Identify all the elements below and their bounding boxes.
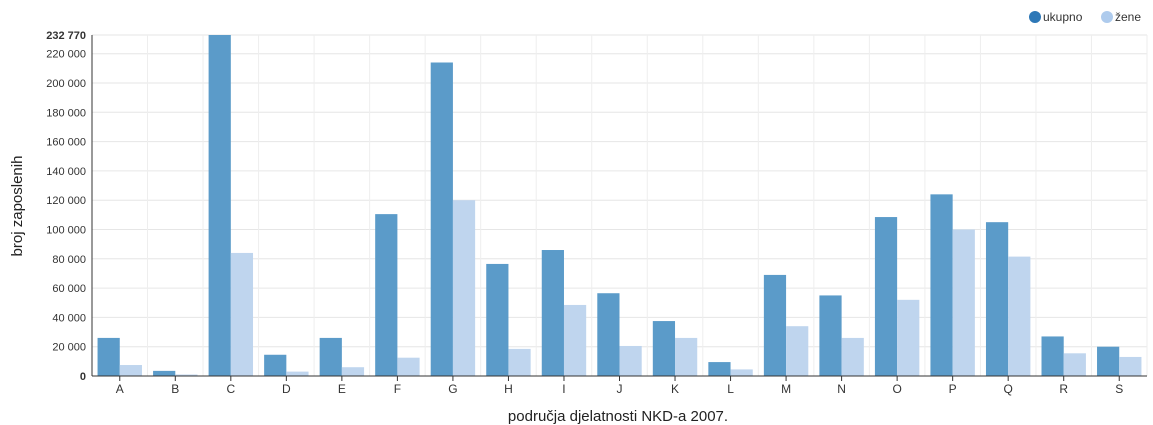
- bar-ukupno-S: [1097, 346, 1120, 376]
- bar-žene-P: [952, 229, 975, 376]
- bar-ukupno-B: [153, 370, 176, 376]
- y-axis-title: broj zaposlenih: [9, 156, 26, 257]
- y-tick-label: 220 000: [46, 49, 86, 61]
- y-tick-label: 180 000: [46, 107, 86, 119]
- x-tick-label: F: [394, 382, 401, 396]
- x-tick-label: K: [671, 382, 679, 396]
- bar-ukupno-F: [375, 214, 398, 376]
- bar-ukupno-E: [319, 337, 342, 376]
- x-tick-label: O: [892, 382, 901, 396]
- bar-žene-S: [1119, 356, 1142, 376]
- bar-žene-H: [508, 348, 531, 376]
- y-max-label: 232 770: [46, 30, 86, 42]
- x-tick-label: I: [562, 382, 565, 396]
- legend: ukupno žene: [1029, 10, 1141, 24]
- y-tick-label: 200 000: [46, 78, 86, 90]
- bar-žene-K: [675, 337, 698, 376]
- bar-ukupno-A: [97, 337, 120, 376]
- bar-ukupno-D: [264, 354, 287, 376]
- y-tick-label: 140 000: [46, 166, 86, 178]
- bar-ukupno-O: [874, 217, 898, 376]
- legend-label[interactable]: žene: [1115, 10, 1141, 24]
- legend-label[interactable]: ukupno: [1043, 10, 1083, 24]
- bar-ukupno-G: [430, 62, 453, 376]
- y-tick-label: 20 000: [52, 342, 86, 354]
- bar-žene-D: [286, 371, 309, 376]
- y-tick-label: 80 000: [52, 254, 86, 266]
- bar-ukupno-H: [486, 263, 509, 376]
- y-tick-label: 40 000: [52, 312, 86, 324]
- x-tick-label: J: [617, 382, 623, 396]
- x-tick-label: G: [448, 382, 457, 396]
- bar-ukupno-L: [708, 362, 731, 376]
- x-tick-label: B: [171, 382, 179, 396]
- bar-ukupno-K: [652, 321, 676, 376]
- y-tick-label: 120 000: [46, 195, 86, 207]
- x-tick-label: S: [1115, 382, 1123, 396]
- bar-ukupno-Q: [985, 222, 1009, 376]
- bar-žene-L: [730, 369, 753, 376]
- bars: [97, 35, 1142, 376]
- x-tick-label: D: [282, 382, 291, 396]
- x-tick-label: N: [837, 382, 846, 396]
- x-tick-label: L: [727, 382, 734, 396]
- bar-žene-J: [619, 345, 642, 376]
- bar-ukupno-R: [1041, 336, 1064, 376]
- bar-žene-A: [119, 365, 142, 376]
- bar-ukupno-M: [763, 274, 787, 376]
- x-axis-title: područja djelatnosti NKD-a 2007.: [508, 408, 728, 425]
- bar-žene-Q: [1008, 256, 1031, 376]
- x-tick-label: Q: [1004, 382, 1013, 396]
- legend-swatch-žene[interactable]: [1101, 11, 1113, 23]
- x-tick-label: R: [1059, 382, 1068, 396]
- bar-žene-R: [1063, 353, 1086, 376]
- y-tick-label: 160 000: [46, 137, 86, 149]
- bar-ukupno-J: [597, 293, 620, 376]
- bar-ukupno-P: [930, 194, 953, 376]
- bar-žene-G: [452, 200, 476, 376]
- bar-žene-I: [563, 304, 587, 376]
- y-tick-label: 100 000: [46, 225, 86, 237]
- bar-žene-O: [897, 299, 920, 376]
- bar-žene-C: [230, 252, 254, 376]
- x-tick-label: P: [949, 382, 957, 396]
- axes: 0 20 000 40 000 60 000 80 000 100 000 120 000 1…: [46, 30, 1147, 396]
- bar-ukupno-N: [819, 295, 842, 376]
- x-tick-label: E: [338, 382, 346, 396]
- bar-žene-M: [786, 326, 809, 376]
- bar-ukupno-I: [541, 250, 564, 376]
- y-tick-label: 60 000: [52, 283, 86, 295]
- bar-žene-E: [341, 367, 365, 376]
- bar-žene-N: [841, 337, 864, 376]
- y-tick-label: 0: [80, 371, 86, 383]
- x-tick-label: H: [504, 382, 513, 396]
- bar-ukupno-C: [208, 35, 231, 376]
- x-tick-label: C: [226, 382, 235, 396]
- legend-swatch-ukupno[interactable]: [1029, 11, 1041, 23]
- x-tick-label: A: [116, 382, 124, 396]
- bar-žene-F: [397, 357, 420, 376]
- bar-žene-B: [175, 374, 198, 376]
- x-tick-label: M: [781, 382, 791, 396]
